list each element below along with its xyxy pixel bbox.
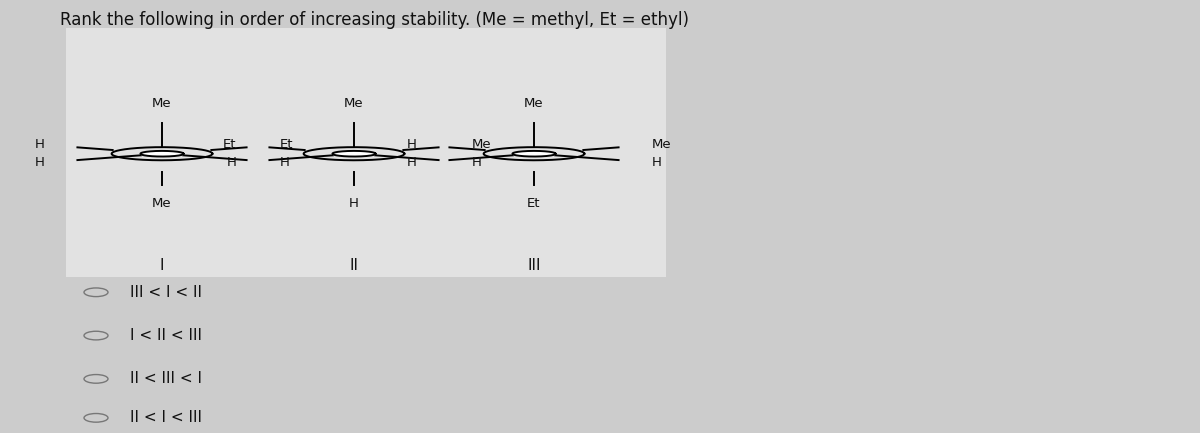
Text: Me: Me [524,97,544,110]
Text: H: H [652,156,661,169]
Text: Me: Me [152,97,172,110]
Text: Et: Et [527,197,541,210]
Text: Me: Me [472,139,491,152]
Text: Me: Me [652,139,671,152]
Text: H: H [35,156,44,169]
Text: I < II < III: I < II < III [130,328,202,343]
Text: III: III [527,258,541,273]
Text: III < I < II: III < I < II [130,285,202,300]
Text: Et: Et [223,139,236,152]
Polygon shape [512,151,556,156]
Circle shape [84,375,108,383]
Text: II: II [349,258,359,273]
Circle shape [84,288,108,297]
FancyBboxPatch shape [66,28,666,277]
Circle shape [84,331,108,340]
Text: Me: Me [152,197,172,210]
Text: H: H [35,139,44,152]
Text: H: H [227,156,236,169]
Polygon shape [140,151,184,156]
Text: H: H [407,156,416,169]
Text: H: H [472,156,481,169]
Text: H: H [349,197,359,210]
Text: Me: Me [344,97,364,110]
Text: Et: Et [280,139,293,152]
Text: II < I < III: II < I < III [130,410,202,425]
Circle shape [84,414,108,422]
Text: Rank the following in order of increasing stability. (Me = methyl, Et = ethyl): Rank the following in order of increasin… [60,11,689,29]
Text: H: H [280,156,289,169]
Polygon shape [332,151,376,156]
Text: II < III < I: II < III < I [130,372,202,386]
Text: H: H [407,139,416,152]
Text: I: I [160,258,164,273]
